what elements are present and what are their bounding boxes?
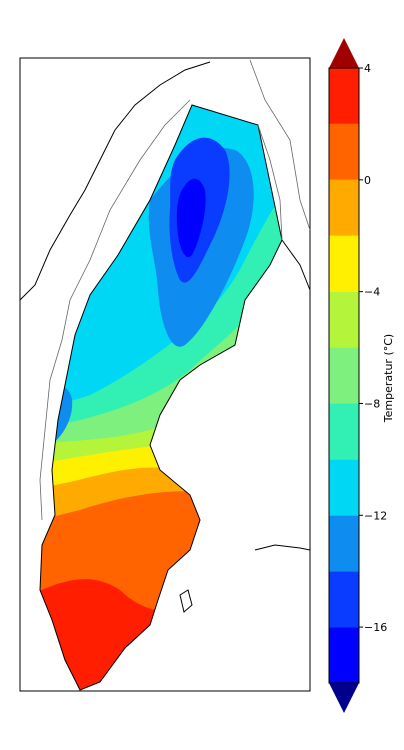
colorbar-over-triangle [329,38,359,68]
sweden-coastline [39,104,283,691]
colorbar-tick-label: 0 [364,174,371,187]
norway-sweden-border [39,99,191,521]
estonia-coastline [254,544,311,551]
colorbar-ticks: 4 0 −4 −8 −12 −16 [359,62,387,634]
colorbar-tick-label: 4 [364,62,371,75]
colorbar-tick-label: −16 [364,621,387,634]
colorbar-under-triangle [329,683,359,713]
colorbar: 4 0 −4 −8 −12 −16 Temperatur (°C) [328,38,395,713]
colorbar-label: Temperatur (°C) [382,334,395,423]
colorbar-band-4 [329,403,359,460]
colorbar-band-6 [329,291,359,348]
colorbar-band-3 [329,459,359,516]
finland-russia-border [249,59,311,231]
norway-coastline [19,61,211,301]
colorbar-band-1 [329,571,359,628]
colorbar-band-8 [329,179,359,236]
colorbar-band-10 [329,68,359,124]
finland-sweden-border [257,124,283,241]
gotland-island [179,589,193,613]
finland-coastline [281,239,311,291]
colorbar-tick-label: −4 [364,286,380,299]
colorbar-band-7 [329,235,359,292]
colorbar-band-0 [329,627,359,683]
colorbar-band-9 [329,123,359,180]
colorbar-tick-label: −12 [364,509,387,522]
colorbar-band-5 [329,347,359,404]
colorbar-band-2 [329,515,359,572]
colorbar-tick-label: −8 [364,397,380,410]
colorbar-outline [328,67,360,684]
temperature-band-deep-blue [176,178,206,258]
country-borders [39,59,311,521]
colorbar-bands [329,68,359,683]
coastlines [19,61,311,691]
